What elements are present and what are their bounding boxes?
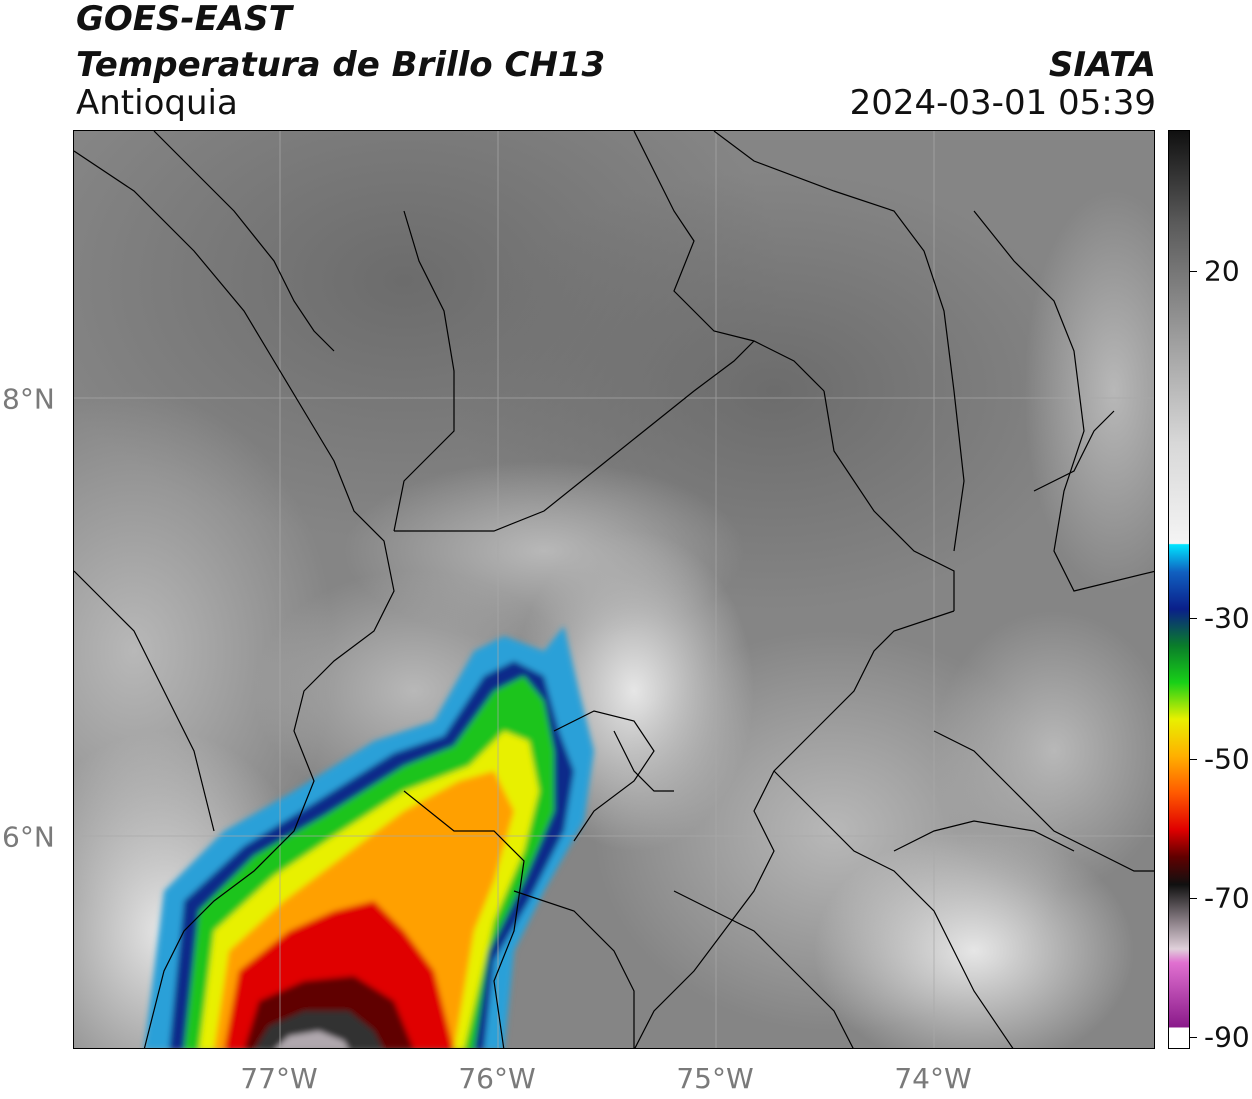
colorbar-label-minus50: -50 <box>1204 742 1250 776</box>
admin-boundaries <box>74 131 1154 1048</box>
lon-label-77w: 77°W <box>240 1062 318 1095</box>
colorbar-label-minus90: -90 <box>1204 1020 1250 1054</box>
map-canvas <box>74 131 1154 1048</box>
convective-cloud <box>144 626 594 1048</box>
colorbar <box>1168 130 1190 1049</box>
graticule <box>74 131 1154 1048</box>
lat-label-8n: 8°N <box>2 382 55 416</box>
product-title: Temperatura de Brillo CH13 <box>76 45 606 85</box>
lon-label-74w: 74°W <box>894 1062 972 1095</box>
colorbar-tick <box>1189 271 1197 272</box>
agency-label: SIATA <box>1048 45 1156 85</box>
colorbar-tick <box>1189 618 1197 619</box>
satellite-map[interactable] <box>73 130 1155 1049</box>
colorbar-gradient <box>1169 131 1189 1048</box>
region-label: Antioquia <box>76 83 238 123</box>
lon-label-75w: 75°W <box>676 1062 754 1095</box>
satellite-title: GOES-EAST <box>76 0 292 39</box>
colorbar-tick <box>1189 759 1197 760</box>
colorbar-tick <box>1189 898 1197 899</box>
colorbar-tick <box>1189 1037 1197 1038</box>
colorbar-label-minus70: -70 <box>1204 881 1250 915</box>
colorbar-label-minus30: -30 <box>1204 601 1250 635</box>
colorbar-label-20: 20 <box>1204 254 1240 288</box>
datetime-label: 2024-03-01 05:39 <box>849 83 1156 123</box>
lat-label-6n: 6°N <box>2 820 55 854</box>
lon-label-76w: 76°W <box>458 1062 536 1095</box>
